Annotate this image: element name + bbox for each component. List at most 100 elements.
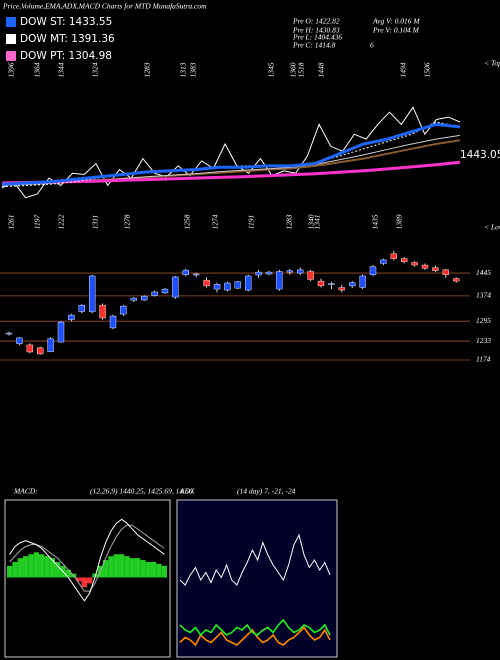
candle-body <box>192 273 200 276</box>
top-label: 1494 <box>399 62 408 77</box>
adx-params: (14 day) 7, -21, -24 <box>237 487 296 496</box>
candle-body <box>328 283 335 285</box>
candle-body <box>411 262 418 266</box>
candle-body <box>265 271 273 275</box>
candle-body <box>140 295 148 301</box>
histogram-bar <box>156 563 162 578</box>
histogram-bar <box>17 558 23 578</box>
top-label: 1506 <box>423 62 432 77</box>
top-label: 1448 <box>317 62 326 77</box>
candle-body <box>234 281 242 289</box>
candle-body <box>68 314 75 320</box>
histogram-bar <box>28 554 34 578</box>
histogram-bar <box>23 556 29 578</box>
candle-body <box>338 287 345 291</box>
info-text: Pre L: 1404.436 <box>292 33 342 42</box>
macd-label: MACD: <box>13 487 38 496</box>
info-text: Pre C: 1414.8 <box>292 41 336 50</box>
candle-body <box>78 304 86 312</box>
candle-body <box>109 315 117 329</box>
candle-body <box>37 347 44 355</box>
top-label: 1360 <box>289 62 298 77</box>
candle-body <box>380 259 387 264</box>
histogram-bar <box>76 577 82 582</box>
y-tick-label: 1374 <box>476 291 491 300</box>
histogram-bar <box>55 562 61 578</box>
info-text: Pre H: 1430.83 <box>292 26 340 35</box>
macd-line <box>9 518 165 602</box>
last-value: 1443.05 <box>460 149 500 161</box>
lows-label: < Lows <box>484 223 500 232</box>
candle-body <box>224 282 231 291</box>
legend-swatch <box>6 51 16 61</box>
low-label: 1283 <box>285 214 294 229</box>
histogram-bar <box>33 552 39 578</box>
top-label: 1324 <box>91 62 100 77</box>
histogram-bar <box>39 554 45 578</box>
candle-body <box>213 284 221 290</box>
histogram-bar <box>103 560 109 578</box>
top-label: 1345 <box>267 62 276 77</box>
y-tick-label: 1174 <box>476 355 491 364</box>
histogram-bar <box>151 562 157 578</box>
adx-line <box>179 618 331 637</box>
candle-body <box>297 269 304 274</box>
candle-body <box>401 258 408 263</box>
histogram-bar <box>49 558 55 578</box>
histogram-bar <box>129 558 135 578</box>
low-label: 1340 <box>307 214 316 229</box>
histogram-bar <box>161 565 167 578</box>
info-text: Pre V: 0.104 M <box>372 26 420 35</box>
candle-body <box>47 338 54 352</box>
legend-label: DOW ST: 1433.55 <box>20 16 112 28</box>
low-label: 1341 <box>313 215 322 230</box>
adx-label: ADX <box>179 487 195 496</box>
y-tick-label: 1295 <box>476 316 491 325</box>
low-label: 1197 <box>33 215 42 230</box>
ema-line <box>1 122 461 186</box>
histogram-bar <box>113 554 119 578</box>
histogram-bar <box>44 556 50 578</box>
y-tick-label: 1233 <box>476 336 491 345</box>
adx-line <box>179 533 331 586</box>
low-label: 1389 <box>395 214 404 229</box>
info-text: Avg V: 0.016 M <box>372 17 420 26</box>
histogram-bar <box>145 562 151 578</box>
candle-body <box>182 269 190 275</box>
top-label: 1313 <box>179 62 188 77</box>
histogram-bar <box>92 573 98 578</box>
title: Price,Volume,EMA,ADX,MACD Charts for MTD… <box>2 2 207 11</box>
legend-swatch <box>6 34 16 44</box>
histogram-bar <box>135 558 141 578</box>
legend-label: DOW MT: 1391.36 <box>20 33 115 45</box>
legend-swatch <box>6 17 16 27</box>
top-label: 1383 <box>189 62 198 77</box>
top-label: 1364 <box>33 62 42 77</box>
candle-body <box>359 275 366 288</box>
low-label: 1222 <box>57 214 66 229</box>
candle-body <box>203 279 210 287</box>
info-text: Pre O: 1422.82 <box>292 17 340 26</box>
low-label: 1435 <box>371 214 380 229</box>
candle-body <box>130 297 138 301</box>
candle-body <box>99 304 106 319</box>
candle-body <box>390 253 397 259</box>
candle-body <box>349 282 356 287</box>
info-text: 6 <box>370 41 374 50</box>
adx-panel <box>176 499 338 658</box>
candle-body <box>276 271 283 290</box>
macd-params: (12,26,9) 1440.25, 1425.69, 14.56 <box>90 487 193 496</box>
histogram-bar <box>87 577 93 584</box>
low-label: 1261 <box>7 215 16 230</box>
ema-line <box>1 106 461 199</box>
top-label: 1283 <box>143 62 152 77</box>
candle-body <box>120 305 127 315</box>
candle-body <box>442 269 449 275</box>
histogram-bar <box>119 554 125 578</box>
candle-body <box>255 271 262 276</box>
low-label: 1278 <box>123 214 132 229</box>
candle-body <box>151 291 158 296</box>
candle-body <box>88 275 96 313</box>
candle-body <box>5 332 13 335</box>
